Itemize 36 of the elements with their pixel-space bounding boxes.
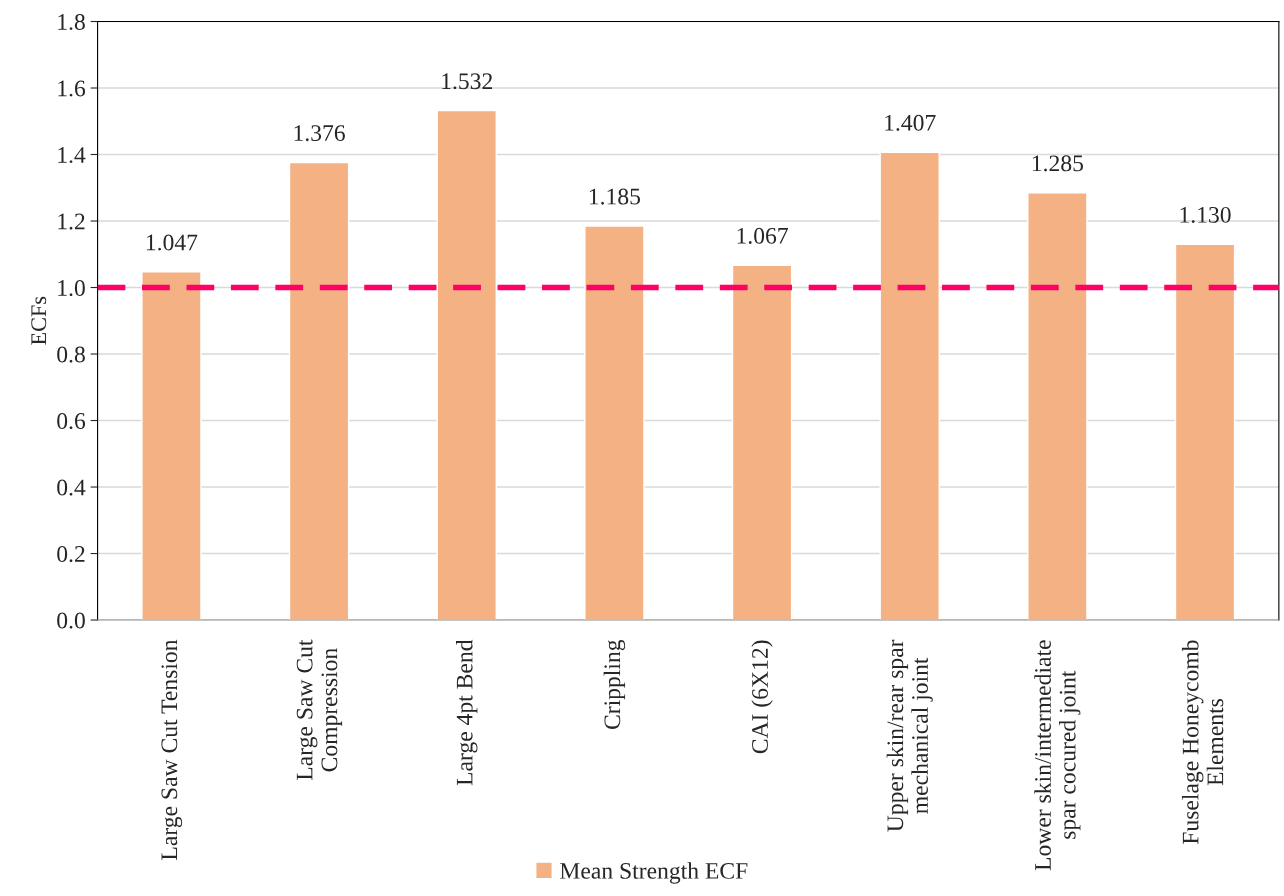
y-tick-label: 0.0 xyxy=(57,612,85,629)
x-tick-label: Fuselage Honeycomb Elements xyxy=(1181,640,1224,845)
y-tick-label: 1.6 xyxy=(58,80,86,97)
bar xyxy=(141,271,202,621)
text: 1.532 xyxy=(442,73,492,90)
text: 1.130 xyxy=(1180,206,1231,223)
y-tick-label: 0.6 xyxy=(57,413,86,430)
text: 1.047 xyxy=(146,234,198,251)
bar xyxy=(288,161,350,621)
y-tick-label: 1.8 xyxy=(58,13,85,31)
x-tick-label: Large 4pt Bend xyxy=(455,639,478,786)
y-axis-title: ECFs xyxy=(31,296,47,345)
y-tick-label: 1.0 xyxy=(58,280,85,297)
x-tick-label: Large Saw Cut Compression xyxy=(296,639,343,781)
x-tick-label: Upper skin/rear spar mechanical joint xyxy=(886,639,933,832)
bar xyxy=(1174,243,1236,621)
y-tick-label: 1.2 xyxy=(58,213,85,230)
bar xyxy=(584,225,645,621)
x-tick-label: Large Saw Cut Tension xyxy=(161,639,183,860)
text: 1.285 xyxy=(1032,155,1084,172)
bar xyxy=(436,109,497,621)
x-tick-label: Lower skin/intermediate spar cocured joint xyxy=(1034,640,1081,871)
y-tick-label: 0.4 xyxy=(57,479,86,496)
x-tick-label: Crippling xyxy=(603,639,626,730)
y-tick-label: 1.4 xyxy=(58,147,86,164)
bar xyxy=(731,264,793,621)
bar xyxy=(1027,192,1088,621)
text: 1.407 xyxy=(885,114,936,131)
y-tick-label: 0.8 xyxy=(57,346,85,363)
text: 1.376 xyxy=(294,125,345,142)
y-tick-label: 0.2 xyxy=(57,546,85,563)
x-tick-label: CAI (6X12) xyxy=(751,640,773,754)
text: 1.067 xyxy=(737,227,788,244)
legend-label: Mean Strength ECF xyxy=(560,862,748,884)
bar xyxy=(879,151,940,621)
text: 1.185 xyxy=(589,188,641,205)
